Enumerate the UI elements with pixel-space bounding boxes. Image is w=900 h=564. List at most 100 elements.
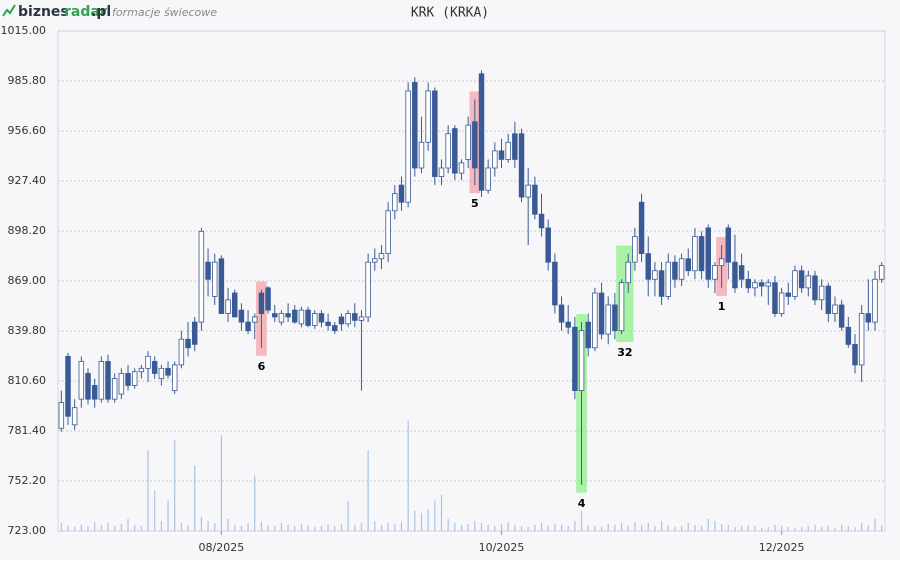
candle-body — [418, 141, 425, 169]
volume-bar — [660, 520, 663, 531]
candle-body — [171, 364, 178, 391]
candle-body — [698, 236, 705, 272]
x-tick-label: 08/2025 — [199, 541, 245, 554]
volume-bar — [527, 526, 529, 531]
volume-bar — [447, 518, 449, 531]
volume-bar — [507, 521, 509, 531]
volume-bar — [640, 524, 643, 531]
candle-body — [738, 265, 745, 280]
volume-bar — [234, 524, 236, 531]
candle-body — [325, 321, 331, 326]
candle-body — [398, 184, 405, 203]
volume-bar — [260, 521, 263, 531]
volume-bar — [560, 524, 563, 531]
candle-body — [812, 275, 818, 301]
volume-bar — [354, 524, 356, 531]
volume-bar — [654, 525, 656, 531]
y-tick-label: 810.60 — [8, 374, 47, 387]
volume-bar — [781, 525, 783, 531]
volume-bar — [787, 526, 789, 531]
volume-bar — [614, 524, 616, 531]
candle-body — [825, 285, 832, 314]
candle-body — [705, 227, 711, 280]
volume-bar — [874, 518, 876, 531]
candle-body — [145, 355, 151, 369]
volume-bar — [534, 524, 536, 531]
candle-body — [298, 309, 305, 325]
candle-body — [525, 184, 531, 198]
volume-bar — [801, 526, 803, 531]
volume-bar — [821, 526, 823, 531]
logo-accent: radar — [64, 4, 107, 20]
candle-body — [665, 261, 671, 297]
volume-bar — [834, 527, 836, 531]
candle-body — [312, 313, 318, 326]
volume-bar — [380, 524, 383, 531]
candle-body — [845, 326, 852, 345]
candle-body — [125, 373, 131, 386]
volume-bar — [700, 525, 703, 531]
volume-bar — [807, 525, 809, 531]
candle-body — [452, 128, 458, 174]
candle-body — [332, 325, 338, 332]
candle-body — [191, 321, 198, 345]
candle-body — [745, 278, 752, 289]
volume-bar — [400, 521, 403, 531]
candle-body — [218, 258, 225, 314]
candle-body — [625, 261, 631, 284]
candle-body — [425, 90, 431, 143]
volume-bar — [721, 523, 723, 531]
candle-body — [358, 316, 365, 321]
volume-bar — [647, 522, 649, 531]
candle-body — [485, 167, 491, 191]
candle-body — [638, 201, 645, 255]
candle-body — [718, 258, 725, 266]
volume-bar — [340, 523, 343, 531]
volume-bar — [667, 524, 669, 531]
volume-bar — [147, 450, 149, 531]
volume-bar — [274, 525, 276, 531]
candle-body — [678, 258, 685, 280]
candle-body — [618, 282, 625, 332]
volume-bar — [520, 525, 523, 531]
x-tick-label: 12/2025 — [759, 541, 805, 554]
pattern-label: 4 — [578, 497, 586, 510]
candle-body — [658, 270, 665, 297]
candle-body — [478, 73, 485, 191]
volume-bar — [127, 518, 129, 531]
volume-bar — [100, 524, 102, 531]
volume-bar — [367, 450, 369, 531]
volume-bar — [420, 512, 423, 531]
volume-bar — [841, 524, 843, 531]
volume-bar — [761, 527, 763, 531]
volume-bar — [754, 525, 756, 531]
pattern-box — [616, 245, 634, 343]
volume-bar — [314, 526, 316, 531]
volume-bar — [67, 525, 69, 531]
volume-bar — [827, 525, 829, 531]
candle-body — [872, 278, 878, 323]
volume-bar — [360, 522, 363, 531]
candle-body — [78, 361, 85, 400]
candle-body — [498, 150, 505, 160]
candle-body — [392, 193, 398, 212]
candle-body — [878, 265, 885, 280]
volume-bar — [180, 522, 182, 531]
volume-bar — [200, 516, 202, 531]
pattern-label: 1 — [718, 300, 726, 313]
candle-body — [225, 299, 231, 314]
y-tick-label: 752.20 — [8, 474, 47, 487]
pattern-label: 6 — [258, 360, 266, 373]
volume-bar — [554, 523, 556, 531]
candle-body — [378, 253, 385, 260]
chart-title: KRK (KRKA) — [411, 6, 489, 21]
candle-body — [585, 321, 591, 349]
volume-bar — [407, 420, 409, 531]
candle-body — [752, 282, 758, 289]
y-tick-label: 723.00 — [8, 524, 47, 537]
logo-icon — [2, 4, 16, 17]
candle-body — [578, 330, 585, 391]
volume-bar — [881, 524, 883, 531]
candle-body — [532, 184, 538, 215]
